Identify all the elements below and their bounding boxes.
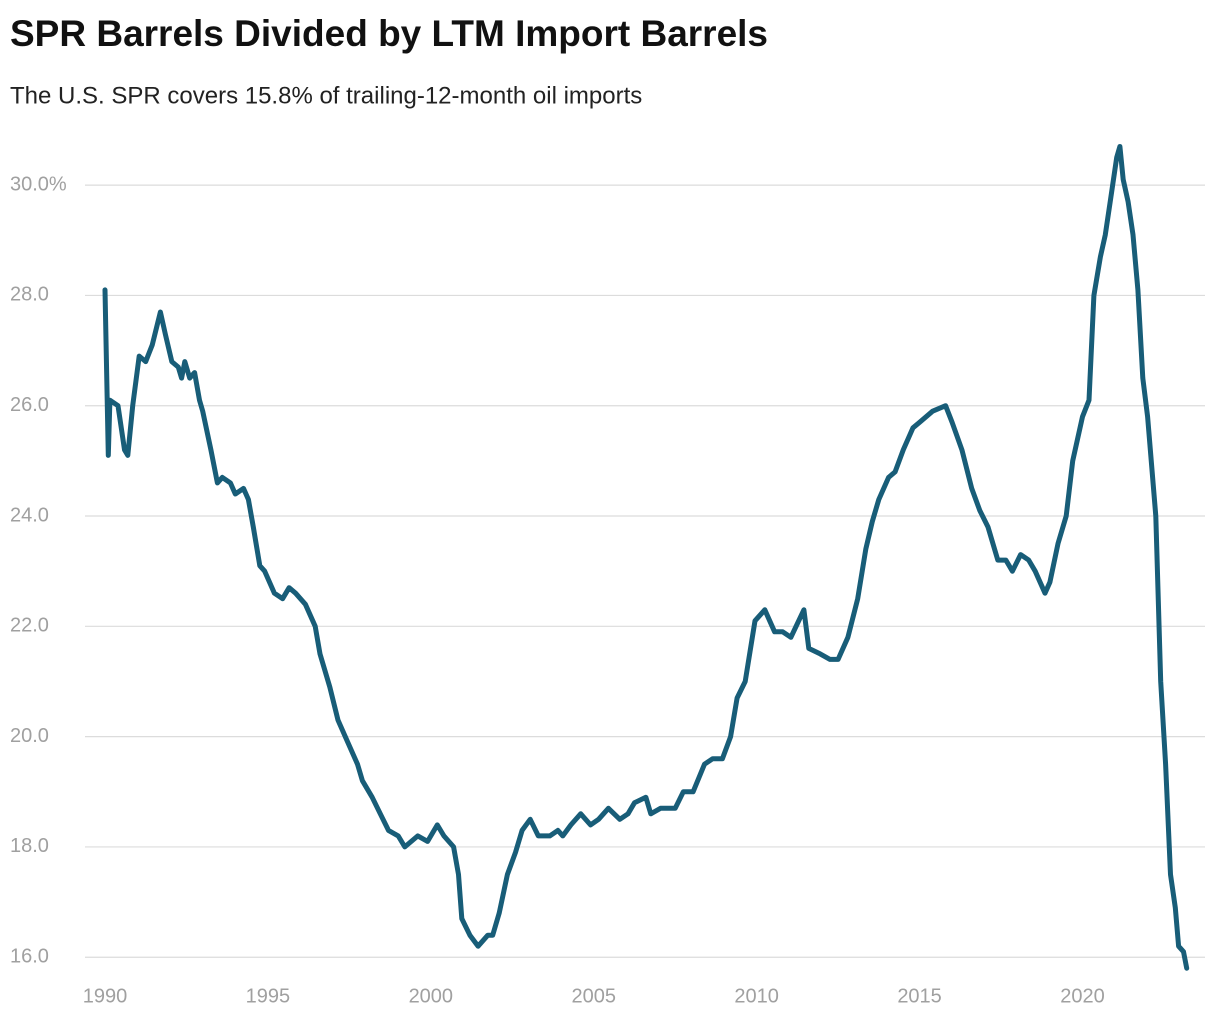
y-tick-label: 28.0 xyxy=(10,284,49,306)
x-tick-label: 2020 xyxy=(1060,985,1105,1007)
y-tick-label: 16.0 xyxy=(10,945,49,967)
y-tick-label: 18.0 xyxy=(10,835,49,857)
chart-title: SPR Barrels Divided by LTM Import Barrel… xyxy=(10,13,768,54)
y-tick-label: 30.0% xyxy=(10,173,67,195)
x-tick-label: 1995 xyxy=(246,985,291,1007)
y-tick-label: 24.0 xyxy=(10,504,49,526)
y-tick-label: 22.0 xyxy=(10,615,49,637)
x-tick-label: 2010 xyxy=(734,985,779,1007)
data-line xyxy=(102,144,1190,971)
x-tick-label: 1990 xyxy=(83,985,128,1007)
chart-subtitle: The U.S. SPR covers 15.8% of trailing-12… xyxy=(10,82,642,109)
y-tick-label: 26.0 xyxy=(10,394,49,416)
x-tick-label: 2015 xyxy=(897,985,942,1007)
x-tick-label: 2000 xyxy=(409,985,454,1007)
y-tick-label: 20.0 xyxy=(10,725,49,747)
x-tick-label: 2005 xyxy=(571,985,616,1007)
